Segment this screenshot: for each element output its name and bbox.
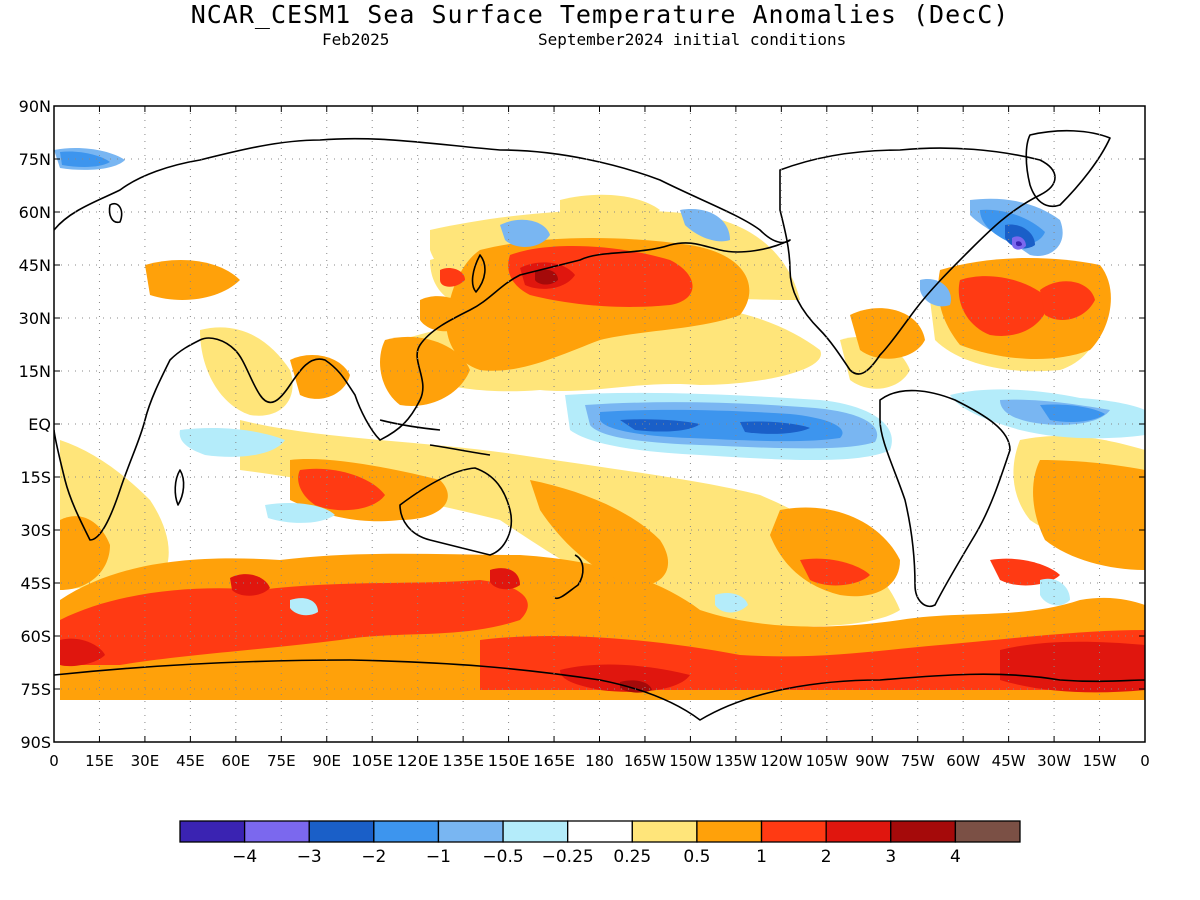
lon-label: 75E [267,752,296,770]
lon-label: 45E [176,752,205,770]
lon-label: 165W [624,752,666,770]
lat-label: 60N [19,203,51,222]
lon-label: 15E [85,752,114,770]
longitude-axis: 0 15E 30E 45E 60E 75E 90E 105E 120E 135E 150E 165E 1… [49,106,1150,770]
colorbar-swatch [760,820,827,843]
lat-lon-grid [54,106,1145,742]
colorbar-label: −0.25 [542,847,594,867]
colorbar-label: −3 [297,847,322,867]
colorbar-swatch [179,820,246,843]
colorbar-label: 0.5 [683,847,710,867]
colorbar-swatch [954,820,1021,843]
lat-label: 45N [19,256,51,275]
colorbar-label: −2 [361,847,386,867]
colorbar-swatch [825,820,892,843]
lat-label: 90S [20,733,51,752]
lat-label: 30N [19,309,51,328]
lon-label: 165E [533,752,575,770]
colorbar-swatch [308,820,375,843]
lat-label: 90N [19,97,51,116]
colorbar-label: 1 [756,847,767,867]
lat-label: 75S [20,680,51,699]
colorbar-swatch [696,820,763,843]
anomaly-layer-neg3 [1012,236,1026,250]
lon-label: 30W [1037,752,1071,770]
lon-label: 30E [131,752,160,770]
anomaly-layer-3 [535,269,652,693]
lon-label: 0 [1140,752,1150,770]
colorbar-swatch [437,820,504,843]
lon-label: 75W [901,752,935,770]
colorbar-label: −1 [426,847,451,867]
lat-label: 15S [20,468,51,487]
colorbar-swatch [567,820,633,843]
lat-label: 30S [20,521,51,540]
colorbar-swatch [502,820,569,843]
lon-label: 180 [585,752,614,770]
lon-label: 105E [351,752,393,770]
lon-label: 120W [760,752,802,770]
forecast-month: Feb2025 [322,30,390,49]
colorbar-label: 0.25 [613,847,651,867]
colorbar-label: −4 [232,847,257,867]
initial-conditions: September2024 initial conditions [538,30,847,49]
lon-label: 60E [222,752,251,770]
lon-label: 15W [1083,752,1117,770]
colorbar-label: 2 [821,847,832,867]
lon-label: 135W [715,752,757,770]
colorbar-swatch [890,820,957,843]
lat-label: 75N [19,150,51,169]
lon-label: 150E [488,752,530,770]
lon-label: 105W [806,752,848,770]
map-title: NCAR_CESM1 Sea Surface Temperature Anoma… [190,0,1010,29]
lon-label: 150W [669,752,711,770]
colorbar [179,820,1021,843]
lon-label: 120E [397,752,439,770]
lat-label: EQ [28,415,51,434]
lon-label: 90E [312,752,341,770]
coastlines [54,129,1145,721]
latitude-axis: 90N 75N 60N 45N 30N 15N EQ 15S 30S 45S 60S 75S 90S [19,97,1145,752]
lon-label: 135E [442,752,484,770]
colorbar-labels: −4 −3 −2 −1 −0.5 −0.25 0.25 0.5 1 2 3 4 [232,847,961,867]
colorbar-label: −0.5 [482,847,523,867]
colorbar-swatch [243,820,310,843]
lat-label: 45S [20,574,51,593]
colorbar-label: 4 [950,847,961,867]
colorbar-swatch [373,820,440,843]
colorbar-label: 3 [885,847,896,867]
colorbar-swatch [631,820,698,843]
sst-anomaly-map [54,106,1145,742]
lon-label: 0 [49,752,59,770]
lon-label: 90W [855,752,889,770]
lat-label: 15N [19,362,51,381]
lon-label: 45W [992,752,1026,770]
lon-label: 60W [946,752,980,770]
lat-label: 60S [20,627,51,646]
